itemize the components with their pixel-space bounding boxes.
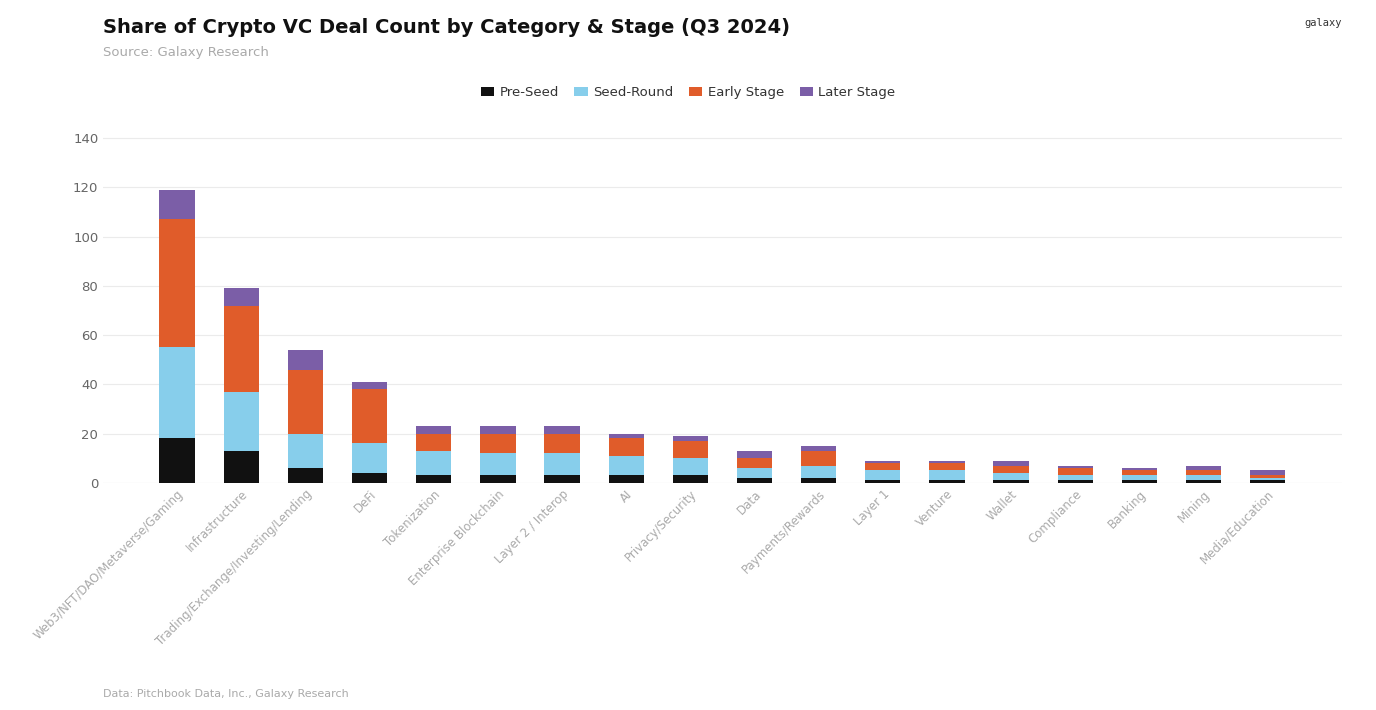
Bar (993, 473, 1029, 481)
Bar (224, 451, 259, 483)
Bar (1249, 481, 1285, 483)
Bar (352, 389, 387, 444)
Bar (1121, 468, 1157, 471)
Bar (1186, 466, 1221, 471)
Bar (929, 481, 965, 483)
Bar (224, 392, 259, 451)
Bar (416, 426, 451, 434)
Text: Data: Pitchbook Data, Inc., Galaxy Research: Data: Pitchbook Data, Inc., Galaxy Resea… (103, 689, 350, 699)
Bar (1058, 468, 1093, 476)
Bar (608, 476, 644, 483)
Bar (1186, 471, 1221, 476)
Bar (673, 436, 709, 441)
Bar (801, 446, 837, 451)
Text: galaxy: galaxy (1304, 18, 1342, 28)
Bar (1186, 476, 1221, 481)
Text: Source: Galaxy Research: Source: Galaxy Research (103, 46, 270, 59)
Bar (288, 370, 323, 434)
Bar (480, 426, 516, 434)
Bar (480, 476, 516, 483)
Bar (160, 219, 195, 347)
Bar (993, 481, 1029, 483)
Bar (1121, 471, 1157, 476)
Bar (866, 461, 900, 463)
Bar (673, 441, 709, 458)
Bar (608, 434, 644, 439)
Bar (160, 347, 195, 439)
Bar (545, 453, 579, 476)
Bar (736, 451, 772, 458)
Bar (608, 456, 644, 476)
Bar (673, 476, 709, 483)
Bar (288, 434, 323, 468)
Bar (929, 461, 965, 463)
Bar (929, 471, 965, 481)
Bar (801, 466, 837, 478)
Bar (352, 473, 387, 483)
Bar (801, 478, 837, 483)
Bar (416, 434, 451, 451)
Bar (288, 350, 323, 370)
Bar (1121, 476, 1157, 481)
Bar (1121, 481, 1157, 483)
Bar (929, 463, 965, 471)
Bar (1249, 476, 1285, 478)
Bar (416, 476, 451, 483)
Bar (224, 288, 259, 305)
Bar (1058, 476, 1093, 481)
Bar (1058, 481, 1093, 483)
Bar (224, 305, 259, 392)
Bar (866, 463, 900, 471)
Bar (736, 468, 772, 478)
Bar (160, 190, 195, 219)
Bar (545, 426, 579, 434)
Bar (545, 476, 579, 483)
Bar (866, 471, 900, 481)
Bar (352, 444, 387, 473)
Bar (736, 478, 772, 483)
Bar (801, 451, 837, 466)
Bar (1186, 481, 1221, 483)
Bar (608, 439, 644, 456)
Bar (1058, 466, 1093, 468)
Bar (866, 481, 900, 483)
Bar (736, 458, 772, 468)
Bar (480, 453, 516, 476)
Text: Share of Crypto VC Deal Count by Category & Stage (Q3 2024): Share of Crypto VC Deal Count by Categor… (103, 18, 790, 37)
Legend: Pre-Seed, Seed-Round, Early Stage, Later Stage: Pre-Seed, Seed-Round, Early Stage, Later… (476, 81, 900, 104)
Bar (352, 382, 387, 389)
Bar (416, 451, 451, 476)
Bar (545, 434, 579, 453)
Bar (993, 461, 1029, 466)
Bar (673, 458, 709, 476)
Bar (160, 439, 195, 483)
Bar (1249, 478, 1285, 481)
Bar (288, 468, 323, 483)
Bar (1249, 471, 1285, 476)
Bar (993, 466, 1029, 473)
Bar (480, 434, 516, 453)
